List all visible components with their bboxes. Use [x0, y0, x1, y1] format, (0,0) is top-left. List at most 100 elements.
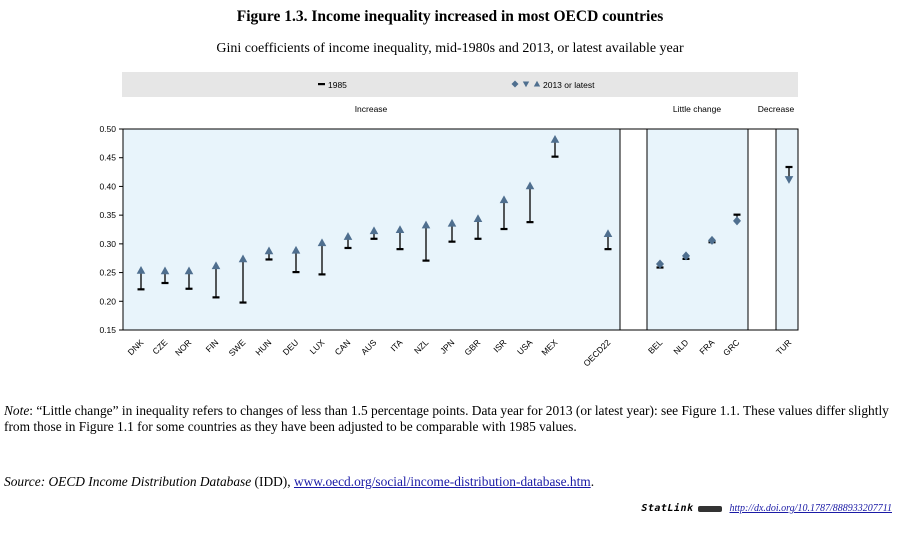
x-tick-label: SWE	[227, 337, 248, 358]
x-tick-label: CAN	[333, 337, 353, 357]
legend-box	[122, 72, 798, 97]
marker-1985	[500, 227, 508, 231]
legend-1985-label: 1985	[328, 80, 347, 90]
marker-2013-triangle	[291, 245, 301, 254]
marker-2013-triangle	[136, 265, 146, 274]
marker-1985	[265, 258, 273, 261]
source-link[interactable]: www.oecd.org/social/income-distribution-…	[293, 474, 591, 489]
marker-2013-triangle	[369, 226, 379, 235]
x-tick-label: DEU	[281, 337, 301, 357]
marker-2013-diamond	[708, 235, 716, 245]
x-tick-label: MEX	[539, 337, 559, 357]
x-tick-label: FIN	[204, 337, 221, 354]
figure-title: Figure 1.3. Income inequality increased …	[236, 8, 664, 25]
marker-1985	[551, 155, 559, 158]
x-tick-label: OECD22	[581, 337, 612, 368]
x-tick-label: JPN	[438, 337, 456, 355]
x-tick-label: GRC	[721, 337, 741, 357]
marker-2013-diamond	[733, 216, 741, 226]
marker-1985	[161, 281, 169, 285]
marker-2013-triangle	[160, 266, 170, 275]
panel-gap-2	[747, 128, 777, 331]
panel-gap-1	[619, 128, 648, 331]
marker-1985	[370, 237, 378, 240]
marker-2013-triangle	[343, 232, 353, 240]
y-tick-label: 0.15	[99, 325, 116, 335]
marker-1985	[212, 296, 220, 299]
marker-2013-triangle	[211, 261, 221, 270]
panel-background-1	[123, 129, 620, 330]
marker-1985	[137, 288, 145, 291]
source-abbrev: (IDD),	[251, 474, 294, 489]
source: Source: OECD Income Distribution Databas…	[4, 474, 594, 490]
panel-background-2	[647, 129, 748, 330]
marker-2013-triangle	[784, 176, 794, 184]
statlink-url[interactable]: http://dx.doi.org/10.1787/888933207711	[729, 503, 893, 514]
x-tick-label: NLD	[671, 337, 690, 356]
marker-2013-triangle	[499, 195, 509, 204]
marker-2013-triangle	[264, 246, 274, 255]
x-tick-label: CZE	[150, 337, 169, 356]
statlink-label: StatLink	[641, 503, 694, 514]
x-tick-label: NZL	[412, 337, 431, 356]
y-tick-label: 0.45	[99, 153, 116, 163]
marker-2013-triangle	[395, 225, 405, 233]
marker-1985	[396, 248, 404, 251]
figure-subtitle: Gini coefficients of income inequality, …	[216, 41, 684, 56]
legend-1985-marker	[318, 83, 325, 86]
legend-diamond-marker	[511, 80, 519, 88]
marker-1985	[785, 165, 793, 169]
x-tick-label: TUR	[774, 337, 793, 356]
statlink: StatLink http://dx.doi.org/10.1787/888933…	[641, 503, 892, 514]
marker-2013-triangle	[421, 220, 431, 229]
x-tick-label: BEL	[646, 337, 665, 356]
marker-1985	[239, 301, 247, 304]
marker-2013-triangle	[317, 238, 327, 247]
marker-2013-triangle	[447, 218, 457, 227]
marker-1985	[474, 237, 482, 240]
y-tick-label: 0.25	[99, 268, 116, 278]
marker-2013-triangle	[238, 254, 248, 263]
marker-2013-triangle	[184, 266, 194, 275]
source-database-name: : OECD Income Distribution Database	[40, 474, 252, 489]
gini-chart: 1985 2013 or latest 0.150.200.250.300.350…	[99, 72, 799, 368]
legend-2013-label: 2013 or latest	[543, 80, 595, 90]
note-label: Note	[4, 403, 30, 418]
x-tick-label: LUX	[308, 337, 327, 356]
x-tick-label: ISR	[491, 337, 508, 354]
marker-2013-triangle	[473, 214, 483, 223]
note-text: : “Little change” in inequality refers t…	[4, 403, 889, 434]
marker-1985	[448, 240, 456, 243]
legend-down-triangle-marker	[522, 81, 530, 88]
statlink-logo-icon	[697, 505, 722, 512]
y-tick-label: 0.50	[99, 124, 116, 134]
marker-1985	[318, 273, 326, 276]
x-tick-label: NOR	[173, 337, 193, 357]
marker-2013-diamond	[656, 259, 664, 269]
marker-2013-triangle	[525, 181, 535, 190]
plot-frame	[122, 128, 799, 331]
y-tick-label: 0.30	[99, 239, 116, 249]
marker-1985	[526, 221, 534, 224]
marker-1985	[185, 287, 193, 290]
plot-area: 0.15 0.20 0.25 0.30 0.35 0.40 0.45 0.50 Increase…	[99, 104, 799, 368]
legend: 1985 2013 or latest	[318, 80, 595, 90]
marker-1985	[344, 246, 352, 250]
marker-1985	[733, 213, 741, 216]
note: Note: “Little change” in inequality refe…	[4, 403, 894, 434]
y-tick-label: 0.20	[99, 296, 116, 306]
source-end: .	[590, 474, 595, 489]
marker-2013-triangle	[550, 135, 560, 143]
x-tick-label: AUS	[359, 337, 379, 357]
legend-up-triangle-marker	[533, 80, 541, 87]
y-tick-label: 0.40	[99, 181, 116, 191]
marker-1985	[604, 248, 612, 251]
x-tick-label: GBR	[462, 337, 482, 357]
x-tick-label: HUN	[253, 337, 273, 357]
panel-background-3	[776, 129, 798, 330]
x-tick-label: ITA	[388, 337, 404, 353]
x-tick-label: DNK	[126, 337, 146, 357]
x-tick-label: FRA	[697, 337, 716, 356]
marker-1985	[292, 270, 300, 274]
marker-1985	[422, 259, 430, 262]
